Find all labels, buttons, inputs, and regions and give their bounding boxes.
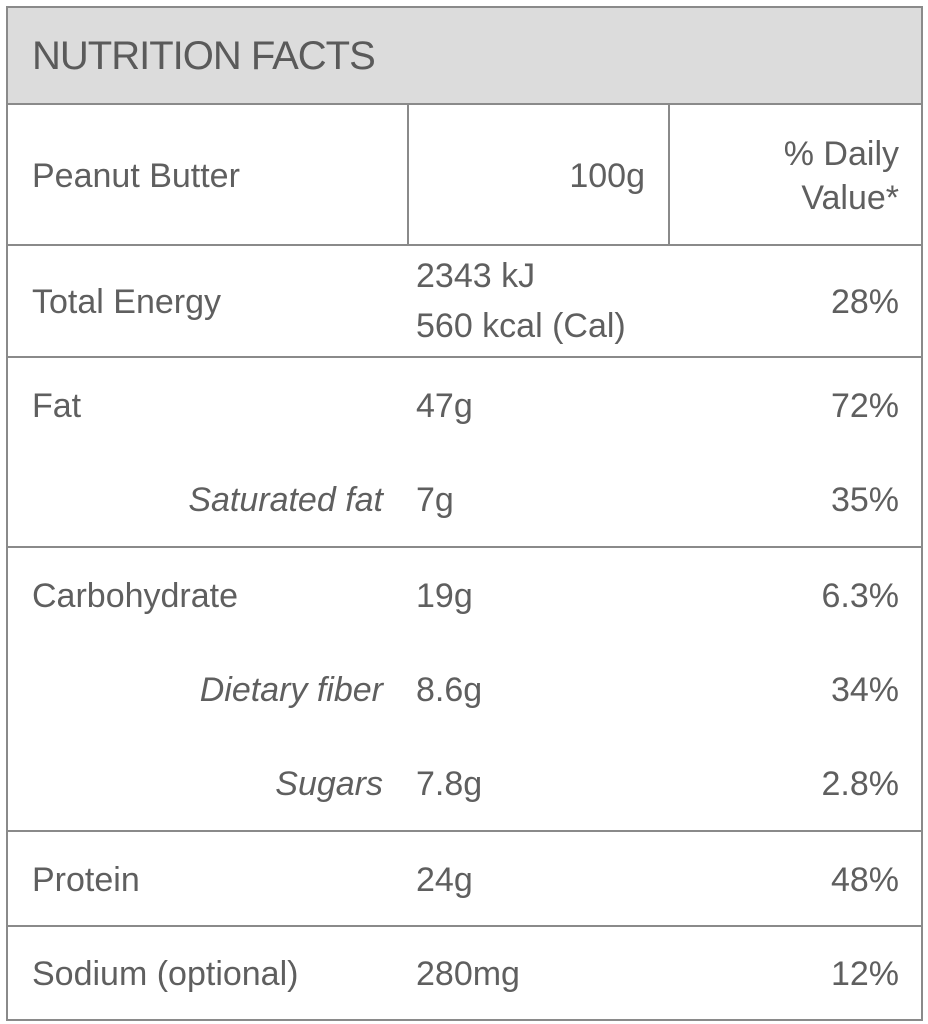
nutrient-dv-protein: 48% [830,861,899,899]
nutrient-dv-saturated-fat: 35% [830,481,899,519]
nutrient-dv-carbohydrate: 6.3% [821,577,900,615]
table-title: NUTRITION FACTS [32,34,376,78]
column-divider [668,105,670,244]
product-name: Peanut Butter [32,157,240,195]
energy-label: Total Energy [32,283,221,321]
row-divider [8,356,921,358]
nutrient-amount-sugars: 7.8g [416,765,483,803]
daily-value-header-line1: % Daily [783,135,899,173]
serving-size: 100g [569,157,645,195]
nutrient-label-protein: Protein [32,861,140,899]
nutrient-dv-sodium: 12% [830,955,899,993]
nutrient-label-sugars: Sugars [275,765,383,803]
nutrition-facts-table: NUTRITION FACTS Peanut Butter 100g % Dai… [6,6,923,1021]
nutrient-amount-protein: 24g [416,861,473,899]
row-divider [8,925,921,927]
column-divider [407,105,409,244]
row-divider [8,546,921,548]
nutrient-label-fat: Fat [32,387,82,425]
energy-kj: 2343 kJ [416,257,536,295]
nutrient-dv-dietary-fiber: 34% [830,671,899,709]
nutrient-amount-carbohydrate: 19g [416,577,473,615]
nutrient-dv-sugars: 2.8% [821,765,900,803]
energy-daily-value: 28% [830,283,899,321]
daily-value-header-line2: Value* [801,179,899,217]
row-divider [8,830,921,832]
title-bar: NUTRITION FACTS [8,8,921,105]
nutrient-amount-saturated-fat: 7g [416,481,454,519]
nutrient-dv-fat: 72% [830,387,899,425]
nutrient-amount-dietary-fiber: 8.6g [416,671,483,709]
nutrient-amount-fat: 47g [416,387,473,425]
nutrient-amount-sodium: 280mg [416,955,520,993]
nutrient-label-sodium: Sodium (optional) [32,955,299,993]
nutrient-label-carbohydrate: Carbohydrate [32,577,239,615]
energy-kcal: 560 kcal (Cal) [416,307,626,345]
nutrient-label-dietary-fiber: Dietary fiber [199,671,383,709]
nutrient-label-saturated-fat: Saturated fat [188,481,383,519]
row-divider [8,244,921,246]
